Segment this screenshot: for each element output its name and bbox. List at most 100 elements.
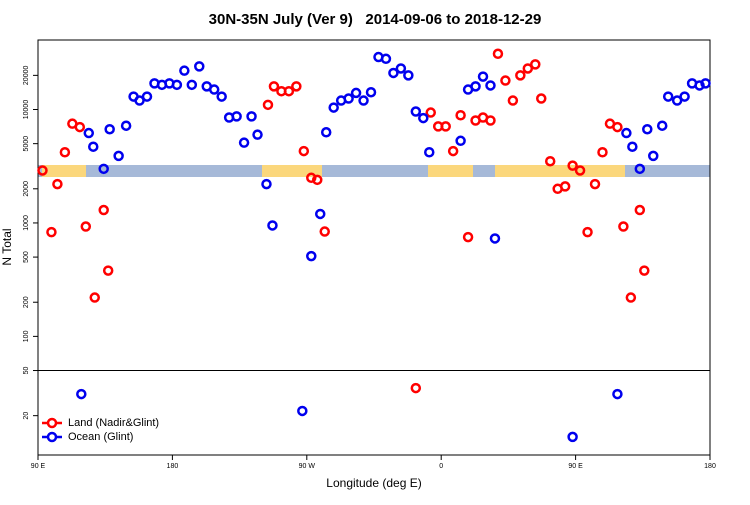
data-point <box>455 110 466 121</box>
data-point <box>671 95 683 106</box>
y-tick-label: 1000 <box>23 215 30 231</box>
legend: Land (Nadir&Glint) Ocean (Glint) <box>42 417 159 443</box>
data-point <box>470 81 481 92</box>
x-tick-label: 0 <box>439 463 443 470</box>
data-point <box>634 204 646 216</box>
data-point <box>141 91 153 102</box>
data-point <box>231 111 242 122</box>
data-point <box>208 84 220 95</box>
x-tick-label: 90 E <box>31 463 46 470</box>
data-point <box>46 226 57 238</box>
data-point <box>679 91 690 102</box>
data-point <box>574 165 586 176</box>
data-point <box>536 93 547 104</box>
data-point <box>52 178 63 190</box>
y-tick-label: 2000 <box>23 181 30 197</box>
data-point <box>589 178 601 190</box>
data-point <box>485 115 496 126</box>
data-point <box>88 141 99 152</box>
data-point <box>662 91 674 102</box>
data-point <box>283 85 295 97</box>
land-band <box>42 165 86 177</box>
data-point <box>455 135 466 147</box>
data-point <box>314 208 326 220</box>
data-point <box>634 163 646 175</box>
data-point <box>403 70 414 81</box>
data-point <box>410 382 422 394</box>
data-point <box>625 292 637 303</box>
data-point <box>320 127 332 138</box>
chart-title: 30N-35N July (Ver 9) 2014-09-06 to 2018-… <box>209 11 542 28</box>
data-point <box>343 93 354 104</box>
x-tick-label: 180 <box>704 463 716 470</box>
y-tick-label: 500 <box>23 251 30 263</box>
data-point <box>447 145 459 157</box>
data-point <box>418 112 429 124</box>
land-band <box>262 165 322 177</box>
data-point <box>37 165 48 176</box>
y-axis-label: N Total <box>0 228 14 265</box>
data-point <box>507 95 519 106</box>
land-band <box>495 165 625 177</box>
data-point <box>246 111 257 122</box>
data-point <box>262 99 274 111</box>
data-point <box>350 87 362 99</box>
data-point <box>98 204 109 216</box>
data-point <box>306 250 317 262</box>
x-tick-label: 180 <box>167 463 179 470</box>
y-tick-label: 50 <box>23 367 30 375</box>
data-point <box>489 233 501 244</box>
data-point <box>462 231 474 243</box>
data-point <box>319 226 330 237</box>
data-point <box>410 106 422 117</box>
data-point <box>612 388 623 400</box>
data-point <box>500 75 511 86</box>
data-point <box>621 127 632 139</box>
y-tick-label: 100 <box>23 330 30 342</box>
y-tick-label: 20 <box>23 412 30 420</box>
data-point <box>83 127 95 139</box>
y-tick-label: 20000 <box>23 66 30 86</box>
data-point <box>515 70 526 81</box>
data-point <box>424 146 435 158</box>
data-point <box>104 123 115 135</box>
data-point <box>267 220 278 231</box>
y-tick-label: 5000 <box>23 136 30 152</box>
data-point <box>328 102 339 113</box>
y-tick-label: 10000 <box>23 100 30 120</box>
x-axis-label: Longitude (deg E) <box>326 476 421 490</box>
data-point <box>89 292 100 303</box>
data-point <box>582 226 593 238</box>
data-point <box>113 150 124 162</box>
data-point <box>395 63 407 74</box>
data-point <box>98 163 109 175</box>
data-point <box>567 160 578 171</box>
data-point <box>627 141 638 152</box>
data-point <box>700 78 711 89</box>
data-point <box>261 178 272 190</box>
data-point <box>194 61 205 72</box>
data-point <box>656 120 668 131</box>
legend-label: Land (Nadir&Glint) <box>68 417 159 429</box>
data-point <box>642 123 653 135</box>
data-point <box>216 91 227 102</box>
data-point <box>268 81 280 92</box>
data-point <box>74 121 86 133</box>
x-tick-label: 90 E <box>568 463 583 470</box>
data-point <box>179 65 190 76</box>
data-point <box>425 107 436 118</box>
data-point <box>306 172 317 184</box>
data-point <box>648 150 659 162</box>
data-point <box>365 86 377 98</box>
data-point <box>80 221 92 232</box>
data-point <box>358 95 369 106</box>
legend-marker <box>46 417 58 429</box>
data-point <box>567 431 578 443</box>
data-point <box>59 146 71 158</box>
data-point <box>530 59 541 70</box>
plot-frame <box>37 39 711 456</box>
data-point <box>492 48 504 60</box>
data-point <box>612 121 623 133</box>
